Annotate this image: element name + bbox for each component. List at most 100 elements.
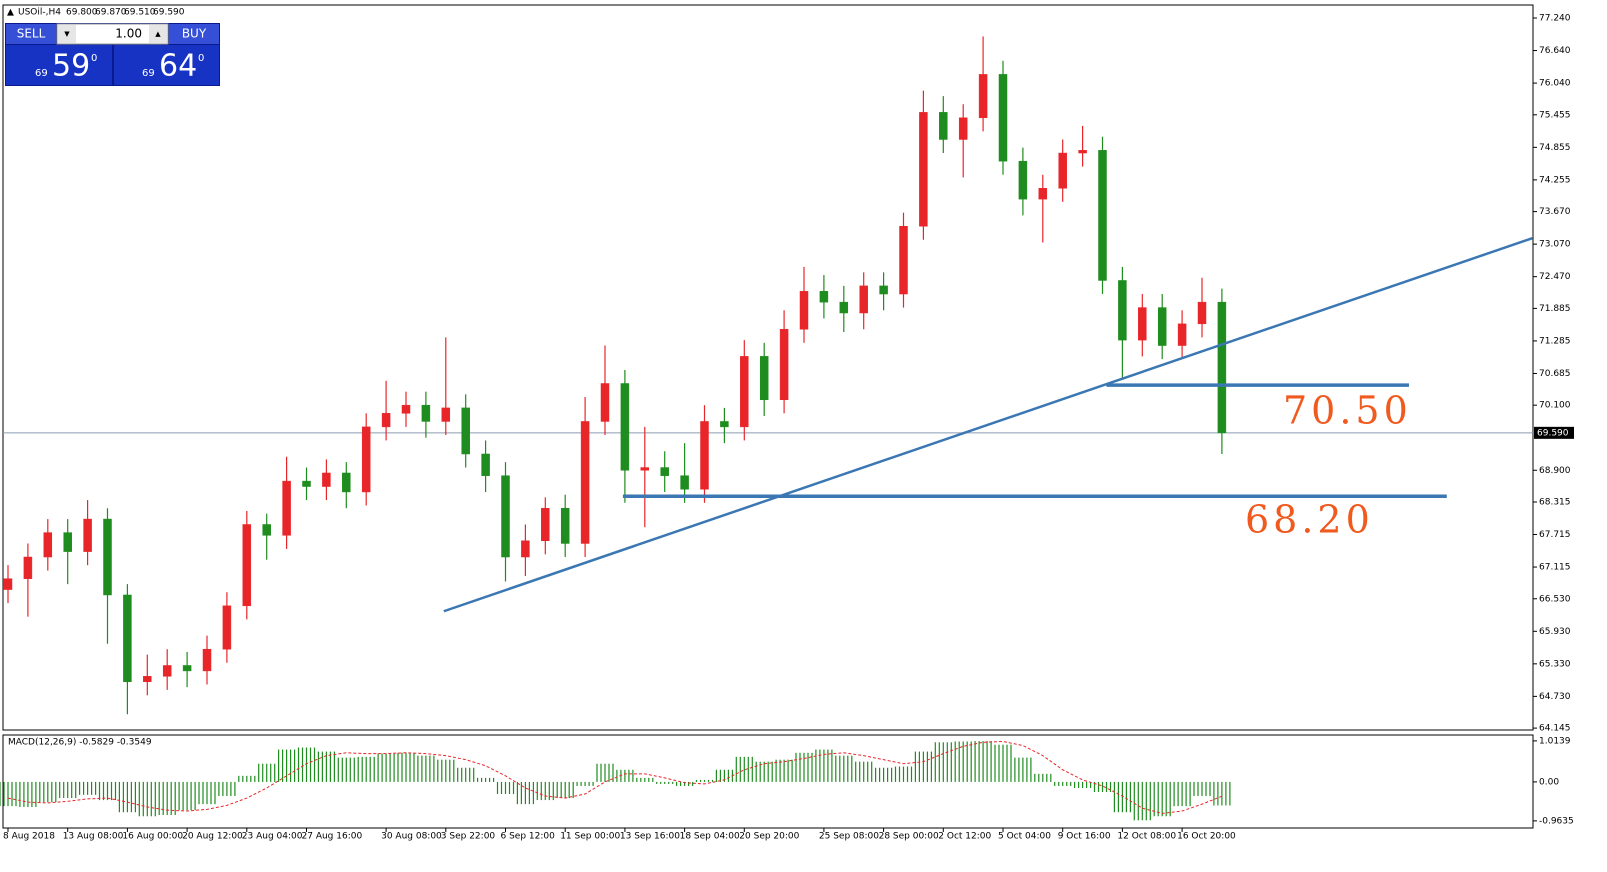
lot-up-icon: ▲ [155,30,161,38]
lot-down-icon: ▼ [64,30,70,38]
sell-price-big-figure: 69 [35,68,48,79]
y-tick-label: 76.040 [1539,79,1571,89]
candle-body [600,383,610,422]
header-high: 69.870 [95,8,127,18]
candle-body [879,285,888,295]
x-tick-label: 8 Aug 2018 [3,832,55,842]
candle-body [302,480,311,487]
macd-signal [7,740,1223,814]
buy-label[interactable]: BUY [182,27,207,41]
x-tick-label: 6 Sep 12:00 [501,832,556,842]
candle-body [421,404,431,422]
y-tick-label: 65.330 [1539,659,1571,669]
candle-body [202,648,212,672]
y-tick-label: -0.9635 [1539,816,1574,826]
candle-body [620,383,630,471]
candle-body [541,507,550,542]
candle-body [162,665,172,677]
candle-body [640,467,650,471]
y-tick-label: 66.530 [1539,594,1571,604]
candle-body [998,74,1008,162]
lot-value: 1.00 [115,27,142,41]
candle-body [1058,152,1067,189]
y-tick-label: 68.900 [1539,466,1571,476]
candle-body [123,594,132,682]
candle-body [1118,280,1127,341]
candle-body [83,518,92,552]
sell-price-box[interactable] [6,45,112,85]
buy-price-point: 0 [198,53,204,64]
candle-body [978,74,988,119]
candle-body [839,301,849,314]
y-tick-label: 67.115 [1539,563,1571,573]
candle-body [43,532,53,558]
x-tick-label: 12 Oct 08:00 [1117,832,1176,842]
y-tick-label: 73.670 [1539,207,1571,217]
candle-body [1018,160,1028,200]
candle-body [1217,301,1227,434]
x-tick-label: 5 Oct 04:00 [998,832,1051,842]
candle-body [759,356,769,401]
current-price-box [1534,426,1574,439]
x-tick-label: 2 Oct 12:00 [938,832,991,842]
y-tick-label: 71.285 [1539,336,1571,346]
y-tick-label: 75.455 [1539,110,1571,120]
candle-body [958,117,968,140]
candle-body [1038,188,1048,200]
header-close: 69.590 [153,8,185,18]
candle-body [660,467,669,476]
candle-body [720,421,729,428]
sell-label[interactable]: SELL [17,27,46,41]
sell-price-pips: 59 [52,49,90,84]
candle-body [919,112,928,227]
y-tick-label: 77.240 [1539,14,1571,24]
candle-body [322,472,331,487]
candle-body [1177,323,1187,346]
macd-title: MACD(12,26,9) -0.5829 -0.3549 [8,738,152,748]
y-tick-label: 68.315 [1539,497,1571,507]
lot-up[interactable] [149,25,167,43]
candle-body [799,291,809,330]
candle-body [1197,301,1207,325]
candle-body [560,507,570,544]
x-tick-label: 13 Sep 16:00 [620,832,680,842]
candle-body [680,475,689,490]
sell-button[interactable] [6,24,56,44]
buy-price-box[interactable] [114,45,219,85]
lot-down[interactable] [58,25,76,43]
y-tick-label: 73.070 [1539,240,1571,250]
header-low: 69.510 [124,8,156,18]
candle-body [242,524,252,607]
y-tick-label: 64.730 [1539,692,1571,702]
x-tick-label: 20 Sep 20:00 [739,832,799,842]
candle-body [779,329,789,401]
x-tick-label: 25 Sep 08:00 [819,832,879,842]
candle-body [401,404,411,414]
candle-body [1138,307,1147,341]
candle-body [23,556,33,579]
candle-body [342,472,351,493]
x-tick-label: 13 Aug 08:00 [63,832,124,842]
candle-body [381,413,391,428]
lot-input[interactable] [56,23,169,45]
candle-body [1157,307,1167,346]
header-arrow: ▲ [7,8,14,18]
buy-price-pips: 64 [159,49,197,84]
y-tick-label: 74.855 [1539,143,1571,153]
y-tick-label: 71.885 [1539,304,1571,314]
sell-price-point: 0 [91,53,97,64]
candle-body [859,285,868,314]
candle-body [939,112,948,140]
trade-panel: SELL ▼ ▲ 1.00 BUY 69 59 0 69 64 0 [5,23,220,86]
candle-body [580,421,590,544]
candle-body [262,524,271,536]
candle-body [461,407,470,455]
level-annotation: 70.50 [1283,389,1412,433]
x-tick-label: 30 Aug 08:00 [381,832,442,842]
x-tick-label: 27 Aug 16:00 [302,832,363,842]
y-tick-label: 70.100 [1539,401,1571,411]
candle-body [222,605,232,650]
buy-button[interactable] [169,24,219,44]
level-annotation: 68.20 [1245,498,1374,542]
